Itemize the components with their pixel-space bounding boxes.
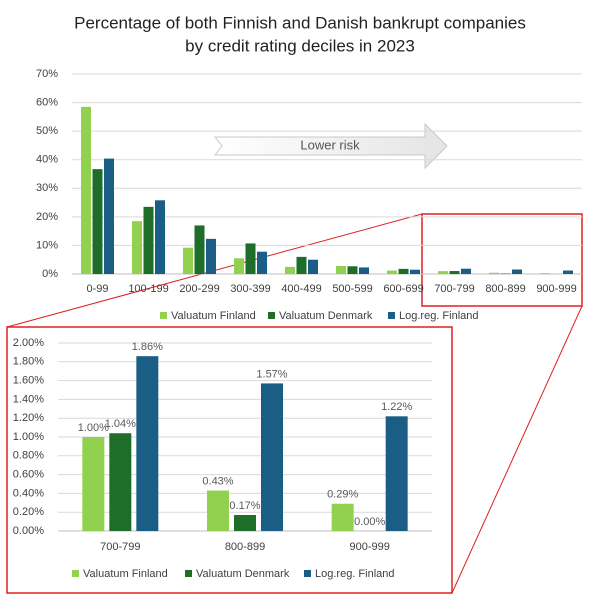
bar (109, 433, 132, 531)
value-label: 0.43% (202, 475, 233, 487)
y-tick-label: 0.60% (13, 469, 44, 481)
value-label: 1.57% (256, 368, 287, 380)
risk-arrow (213, 122, 448, 170)
value-label: 1.04% (105, 418, 136, 430)
bar (206, 238, 216, 274)
x-tick-label: 400-499 (281, 283, 321, 295)
annotation: Lower risk (300, 137, 360, 152)
bar (563, 270, 573, 274)
legend-label: Valuatum Finland (83, 568, 168, 580)
value-label: 1.22% (381, 401, 412, 413)
legend-label: Valuatum Finland (171, 310, 256, 322)
chart-title: Percentage of both Finnish and Danish ba… (74, 13, 526, 32)
y-tick-label: 20% (36, 211, 58, 223)
x-tick-label: 700-799 (434, 283, 474, 295)
bar (194, 225, 205, 274)
y-tick-label: 1.80% (13, 356, 44, 368)
x-tick-label: 900-999 (349, 541, 389, 553)
bar (438, 271, 448, 274)
x-tick-label: 800-899 (225, 541, 265, 553)
y-tick-label: 0% (42, 268, 58, 280)
bar (257, 251, 267, 274)
legend-label: Log.reg. Finland (399, 310, 479, 322)
bar (347, 266, 358, 274)
bar (155, 200, 165, 274)
x-tick-label: 200-299 (179, 283, 219, 295)
y-tick-label: 0.20% (13, 506, 44, 518)
bar (296, 256, 307, 274)
bar (104, 158, 114, 274)
bar (398, 268, 409, 274)
y-tick-label: 2.00% (13, 337, 44, 349)
legend-label: Valuatum Denmark (279, 310, 373, 322)
bar (410, 269, 420, 274)
zoom-connector (451, 305, 583, 594)
bar (512, 269, 522, 274)
y-tick-label: 1.40% (13, 393, 44, 405)
x-tick-label: 300-399 (230, 283, 270, 295)
y-tick-label: 10% (36, 239, 58, 251)
legend-swatch (160, 312, 167, 319)
legend-label: Valuatum Denmark (196, 568, 290, 580)
x-tick-label: 900-999 (536, 283, 576, 295)
value-label: 0.29% (327, 489, 358, 501)
y-tick-label: 1.60% (13, 375, 44, 387)
bar (207, 490, 229, 531)
bar (136, 356, 159, 531)
bar (385, 416, 408, 531)
legend-swatch (304, 570, 311, 577)
legend-swatch (185, 570, 192, 577)
bar (336, 266, 346, 274)
bar (234, 258, 244, 274)
x-tick-label: 600-699 (383, 283, 423, 295)
zoom-box (421, 213, 583, 307)
y-tick-label: 0.00% (13, 525, 44, 537)
bar (183, 247, 193, 274)
bar (82, 437, 105, 531)
bar (540, 273, 550, 274)
bar (331, 503, 354, 531)
inset-frame (6, 326, 453, 594)
legend-label: Log.reg. Finland (315, 568, 395, 580)
y-tick-label: 30% (36, 182, 58, 194)
y-tick-label: 0.40% (13, 487, 44, 499)
y-tick-label: 50% (36, 125, 58, 137)
x-tick-label: 0-99 (86, 283, 108, 295)
bar (449, 271, 460, 274)
bar (359, 267, 369, 274)
y-tick-label: 1.20% (13, 412, 44, 424)
value-label: 1.86% (132, 341, 163, 353)
chart-title: by credit rating deciles in 2023 (185, 36, 415, 55)
legend-swatch (72, 570, 79, 577)
y-tick-label: 1.00% (13, 431, 44, 443)
bar (92, 169, 103, 274)
bar (132, 221, 142, 274)
bar (285, 266, 295, 274)
value-label: 0.17% (229, 500, 260, 512)
bar (81, 106, 91, 274)
y-tick-label: 0.80% (13, 450, 44, 462)
bar (234, 515, 256, 531)
bar (461, 268, 471, 274)
bar (489, 272, 499, 274)
bar (387, 270, 397, 274)
value-label: 0.00% (354, 516, 385, 528)
y-tick-label: 70% (36, 68, 58, 80)
y-tick-label: 60% (36, 96, 58, 108)
x-tick-label: 800-899 (485, 283, 525, 295)
bar (308, 259, 318, 274)
value-label: 1.00% (78, 422, 109, 434)
bar (245, 243, 256, 274)
bar (143, 206, 154, 274)
legend-swatch (268, 312, 275, 319)
bar (261, 383, 283, 531)
x-tick-label: 100-199 (128, 283, 168, 295)
x-tick-label: 700-799 (100, 541, 140, 553)
legend-swatch (388, 312, 395, 319)
x-tick-label: 500-599 (332, 283, 372, 295)
y-tick-label: 40% (36, 154, 58, 166)
